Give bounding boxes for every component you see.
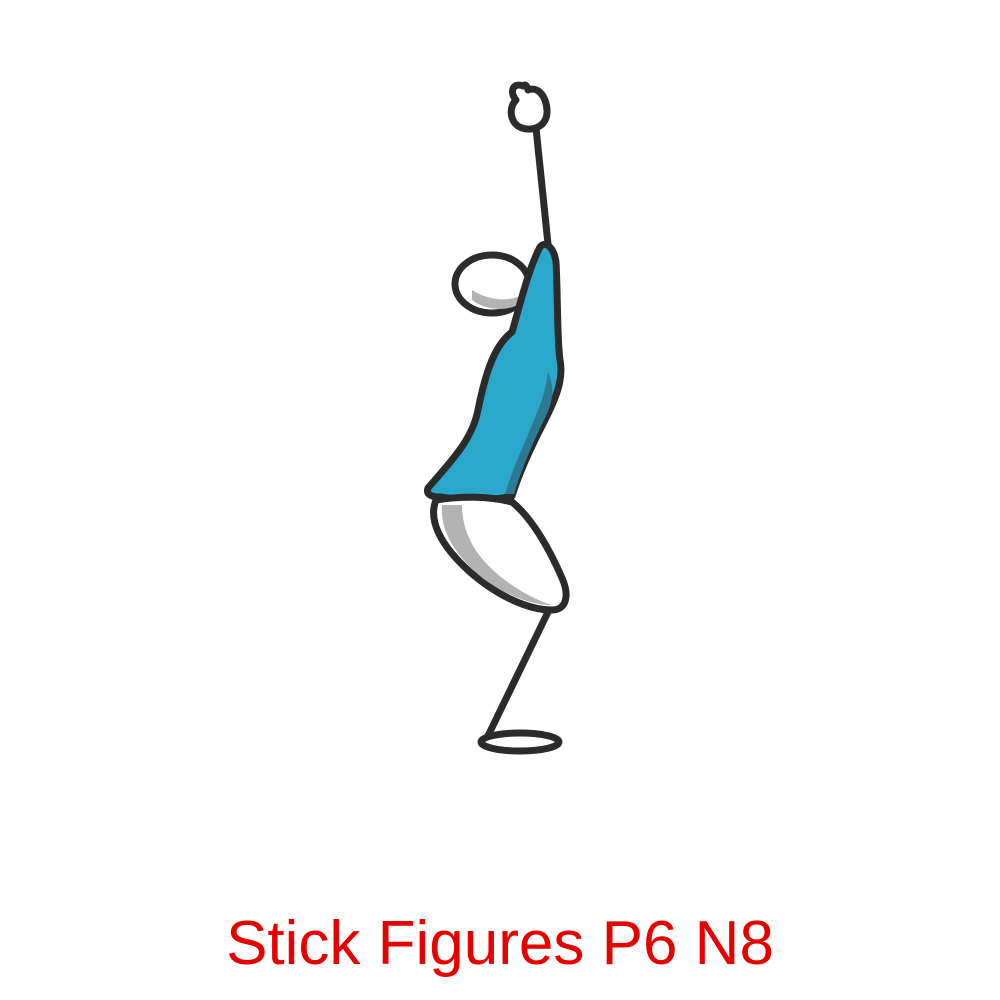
thigh — [430, 493, 570, 614]
raised-hand — [507, 81, 551, 133]
foot — [477, 729, 563, 755]
thigh-shade — [441, 505, 552, 606]
shirt-shade — [505, 372, 553, 494]
caption: Stick Figures P6 N8 — [226, 909, 774, 978]
raised-arm — [532, 124, 552, 248]
shin — [482, 608, 552, 744]
head-shade — [472, 290, 520, 309]
